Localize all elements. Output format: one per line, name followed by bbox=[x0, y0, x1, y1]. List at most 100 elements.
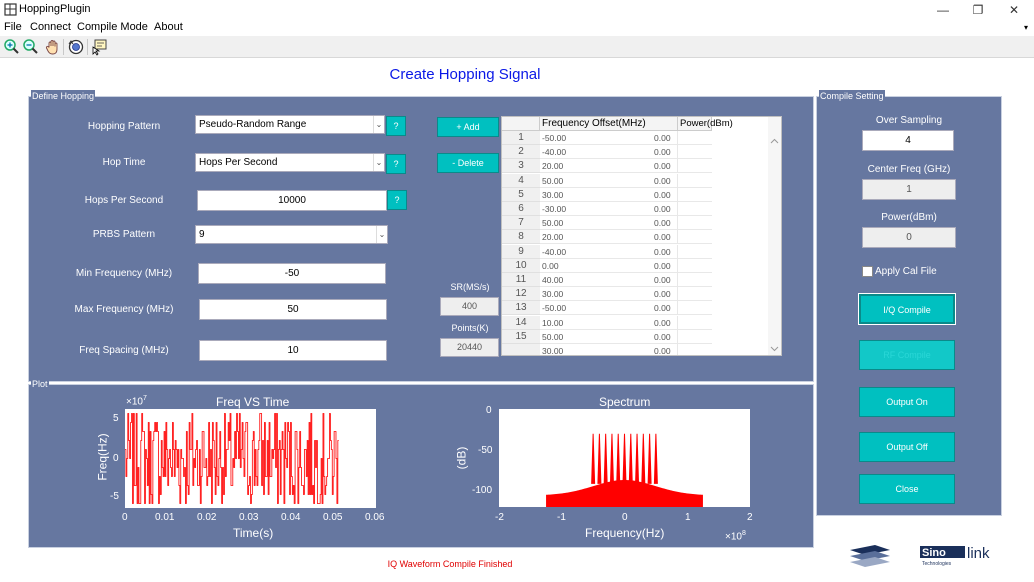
zoom-in-icon[interactable] bbox=[3, 38, 21, 56]
table-row[interactable]: 7 50.00 0.00 bbox=[502, 216, 712, 231]
min-frequency-input[interactable]: -50 bbox=[198, 263, 386, 284]
table-row[interactable]: 15 50.00 0.00 bbox=[502, 329, 712, 344]
hops-per-second-help-button[interactable]: ? bbox=[387, 190, 407, 210]
data-cursor-icon[interactable] bbox=[91, 38, 109, 56]
cell-power[interactable]: 0.00 bbox=[652, 216, 712, 231]
table-row[interactable]: 9 -40.00 0.00 bbox=[502, 244, 712, 259]
cell-power[interactable]: 0.00 bbox=[652, 301, 712, 316]
cell-frequency-offset[interactable]: 10.00 bbox=[540, 315, 678, 330]
cell-power[interactable]: 0.00 bbox=[652, 245, 712, 259]
cell-power[interactable]: 0.00 bbox=[652, 259, 712, 273]
cell-power[interactable]: 0.00 bbox=[652, 145, 712, 160]
table-row[interactable]: 14 10.00 0.00 bbox=[502, 315, 712, 330]
spectrum-ylabel: (dB) bbox=[454, 446, 469, 470]
pan-hand-icon[interactable] bbox=[44, 38, 62, 56]
freq-chart-svg bbox=[125, 413, 339, 504]
column-header-frequency[interactable]: Frequency Offset(MHz) bbox=[540, 117, 678, 131]
cell-frequency-offset[interactable]: -50.00 bbox=[540, 131, 678, 145]
cell-frequency-offset[interactable]: 30.00 bbox=[540, 187, 678, 202]
center-freq-input[interactable]: 1 bbox=[862, 179, 956, 200]
cell-power[interactable]: 0.00 bbox=[652, 174, 712, 188]
cell-power[interactable]: 0.00 bbox=[652, 344, 712, 355]
close-window-button[interactable]: ✕ bbox=[1008, 3, 1020, 17]
cell-power[interactable]: 0.00 bbox=[652, 330, 712, 344]
menu-connect[interactable]: Connect bbox=[30, 21, 71, 33]
table-row[interactable]: 5 30.00 0.00 bbox=[502, 187, 712, 202]
table-row[interactable]: 6 -30.00 0.00 bbox=[502, 202, 712, 216]
add-row-button[interactable]: + Add bbox=[437, 117, 499, 137]
cell-power[interactable]: 0.00 bbox=[652, 316, 712, 330]
menu-file[interactable]: File bbox=[4, 21, 22, 33]
hops-per-second-input[interactable]: 10000 bbox=[197, 190, 387, 211]
row-index: 3 bbox=[502, 159, 540, 174]
table-row[interactable]: 12 30.00 0.00 bbox=[502, 287, 712, 302]
apply-cal-checkbox[interactable] bbox=[862, 266, 873, 277]
cell-frequency-offset[interactable]: -50.00 bbox=[540, 301, 678, 316]
table-row[interactable]: 10 0.00 0.00 bbox=[502, 258, 712, 273]
cell-frequency-offset[interactable]: -40.00 bbox=[540, 244, 678, 259]
cell-frequency-offset[interactable]: 50.00 bbox=[540, 216, 678, 231]
freq-spacing-input[interactable]: 10 bbox=[199, 340, 387, 361]
rf-compile-button[interactable]: RF Compile bbox=[859, 340, 955, 370]
freq-xtick: 0.03 bbox=[239, 512, 259, 523]
table-row[interactable]: 11 40.00 0.00 bbox=[502, 273, 712, 287]
minimize-button[interactable]: — bbox=[937, 3, 949, 17]
cell-power[interactable]: 0.00 bbox=[652, 131, 712, 145]
table-scrollbar[interactable] bbox=[768, 117, 781, 355]
spectrum-chart-svg bbox=[546, 433, 703, 507]
power-input[interactable]: 0 bbox=[862, 227, 956, 248]
hop-time-select[interactable]: Hops Per Second ⌄ bbox=[195, 153, 385, 172]
max-frequency-input[interactable]: 50 bbox=[199, 299, 387, 320]
points-input[interactable]: 20440 bbox=[440, 338, 499, 357]
scroll-up-icon[interactable] bbox=[769, 137, 780, 145]
menu-compile-mode[interactable]: Compile Mode bbox=[77, 21, 148, 33]
cell-frequency-offset[interactable]: -30.00 bbox=[540, 202, 678, 216]
cell-frequency-offset[interactable]: 0.00 bbox=[540, 258, 678, 273]
freq-xtick: 0.01 bbox=[155, 512, 175, 523]
chevron-down-icon[interactable]: ▾ bbox=[1023, 23, 1028, 32]
output-on-button[interactable]: Output On bbox=[859, 387, 955, 417]
over-sampling-input[interactable]: 4 bbox=[862, 130, 954, 151]
hop-table[interactable]: Frequency Offset(MHz) Power(dBm) 1 -50.00… bbox=[501, 116, 782, 356]
hopping-pattern-select[interactable]: Pseudo-Random Range ⌄ bbox=[195, 115, 385, 134]
table-row[interactable]: 3 20.00 0.00 bbox=[502, 159, 712, 174]
sr-input[interactable]: 400 bbox=[440, 297, 499, 316]
output-off-button[interactable]: Output Off bbox=[859, 432, 955, 462]
cell-frequency-offset[interactable]: 50.00 bbox=[540, 329, 678, 344]
hopping-pattern-help-button[interactable]: ? bbox=[386, 116, 406, 136]
table-row[interactable]: 1 -50.00 0.00 bbox=[502, 131, 712, 145]
restore-button[interactable]: ❐ bbox=[972, 3, 984, 17]
delete-row-button[interactable]: - Delete bbox=[437, 153, 499, 173]
row-index: 10 bbox=[502, 258, 540, 273]
cell-frequency-offset[interactable]: 20.00 bbox=[540, 230, 678, 245]
table-row[interactable]: 2 -40.00 0.00 bbox=[502, 145, 712, 160]
iq-compile-button[interactable]: I/Q Compile bbox=[858, 293, 956, 325]
table-row[interactable]: 8 20.00 0.00 bbox=[502, 230, 712, 245]
column-header-power[interactable]: Power(dBm) bbox=[678, 117, 733, 131]
prbs-pattern-select[interactable]: 9 ⌄ bbox=[195, 225, 388, 244]
table-row[interactable]: 30.00 0.00 bbox=[502, 344, 712, 355]
cell-frequency-offset[interactable]: 40.00 bbox=[540, 273, 678, 287]
cell-frequency-offset[interactable]: 20.00 bbox=[540, 159, 678, 174]
close-button[interactable]: Close bbox=[859, 474, 955, 504]
spectrum-chart-area bbox=[499, 409, 750, 507]
table-row[interactable]: 13 -50.00 0.00 bbox=[502, 301, 712, 316]
rotate-3d-icon[interactable] bbox=[67, 38, 85, 56]
cell-frequency-offset[interactable]: -40.00 bbox=[540, 145, 678, 160]
scroll-down-icon[interactable] bbox=[769, 345, 780, 353]
cell-power[interactable]: 0.00 bbox=[652, 188, 712, 202]
cell-power[interactable]: 0.00 bbox=[652, 202, 712, 216]
menu-about[interactable]: About bbox=[154, 21, 183, 33]
cell-frequency-offset[interactable]: 50.00 bbox=[540, 173, 678, 188]
cell-power[interactable]: 0.00 bbox=[652, 159, 712, 174]
cell-power[interactable]: 0.00 bbox=[652, 230, 712, 245]
cell-frequency-offset[interactable]: 30.00 bbox=[540, 287, 678, 302]
hop-time-help-button[interactable]: ? bbox=[386, 154, 406, 174]
cell-power[interactable]: 0.00 bbox=[652, 287, 712, 302]
cell-power[interactable]: 0.00 bbox=[652, 273, 712, 287]
freq-ytick: 0 bbox=[113, 453, 119, 464]
cell-frequency-offset[interactable]: 30.00 bbox=[540, 344, 678, 355]
table-row[interactable]: 4 50.00 0.00 bbox=[502, 173, 712, 188]
freq-xtick: 0.05 bbox=[323, 512, 343, 523]
zoom-out-icon[interactable] bbox=[22, 38, 40, 56]
